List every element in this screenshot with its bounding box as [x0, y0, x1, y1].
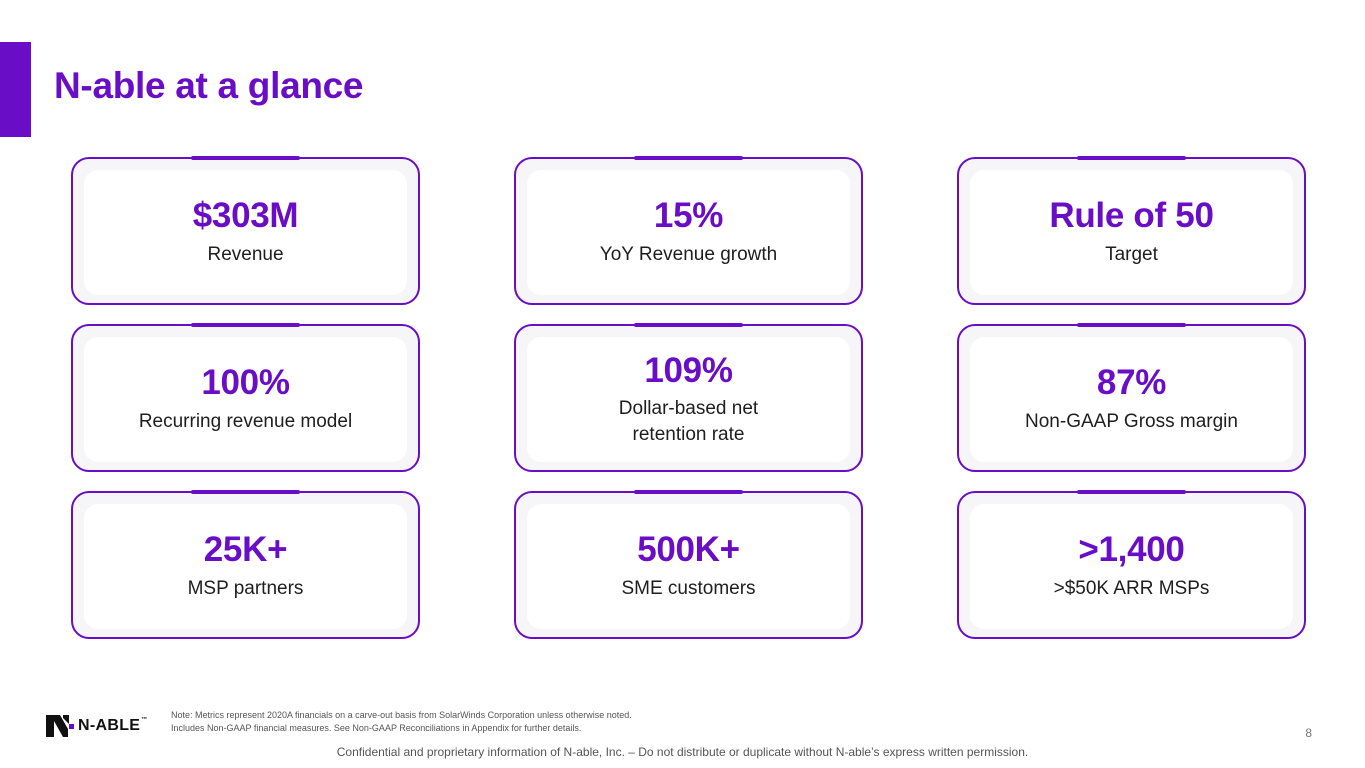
footnote-line-2: Includes Non-GAAP financial measures. Se…	[171, 723, 582, 734]
metric-card-net-retention: 109% Dollar-based net retention rate	[514, 323, 863, 472]
metric-card-arr-msps: >1,400 >$50K ARR MSPs	[957, 490, 1306, 639]
metric-card-revenue: $303M Revenue	[71, 156, 420, 305]
n-able-logo: N-ABLE™	[46, 715, 148, 737]
confidentiality-notice: Confidential and proprietary information…	[336, 745, 1029, 759]
logo-text: N-ABLE	[78, 717, 141, 734]
metric-label: SME customers	[621, 577, 756, 599]
metric-card-recurring-revenue: 100% Recurring revenue model	[71, 323, 420, 472]
metric-value: Rule of 50	[1049, 196, 1214, 236]
metric-label: Non-GAAP Gross margin	[1025, 410, 1238, 432]
title-accent-bar	[0, 42, 31, 137]
metric-label: Dollar-based net retention rate	[618, 398, 759, 445]
metric-label: Target	[1105, 243, 1158, 265]
metric-value: 15%	[653, 196, 724, 236]
page-title: N-able at a glance	[54, 65, 364, 106]
metric-card-msp-partners: 25K+ MSP partners	[71, 490, 420, 639]
metric-value: $303M	[192, 196, 299, 236]
logo-wordmark: N-ABLE™	[78, 717, 148, 735]
metric-value: 500K+	[637, 530, 740, 570]
metric-value: 109%	[644, 350, 733, 390]
footnote: Note: Metrics represent 2020A financials…	[171, 709, 871, 735]
metric-card-gross-margin: 87% Non-GAAP Gross margin	[957, 323, 1306, 472]
metric-card-sme-customers: 500K+ SME customers	[514, 490, 863, 639]
metric-value: 87%	[1096, 363, 1167, 403]
metric-label: Revenue	[207, 243, 284, 265]
metric-label: >$50K ARR MSPs	[1053, 577, 1210, 599]
metric-label: MSP partners	[187, 577, 304, 599]
metric-card-rule-of-50: Rule of 50 Target	[957, 156, 1306, 305]
footnote-line-1: Note: Metrics represent 2020A financials…	[171, 710, 632, 720]
trademark-symbol: ™	[141, 717, 148, 723]
metric-card-revenue-growth: 15% YoY Revenue growth	[514, 156, 863, 305]
n-able-logo-icon	[46, 715, 74, 737]
metric-value: 25K+	[203, 530, 288, 570]
metric-label: Recurring revenue model	[138, 410, 353, 432]
metric-label: YoY Revenue growth	[599, 243, 778, 265]
metric-value: >1,400	[1078, 530, 1185, 570]
page-number: 8	[1305, 726, 1312, 740]
metric-value: 100%	[201, 363, 290, 403]
